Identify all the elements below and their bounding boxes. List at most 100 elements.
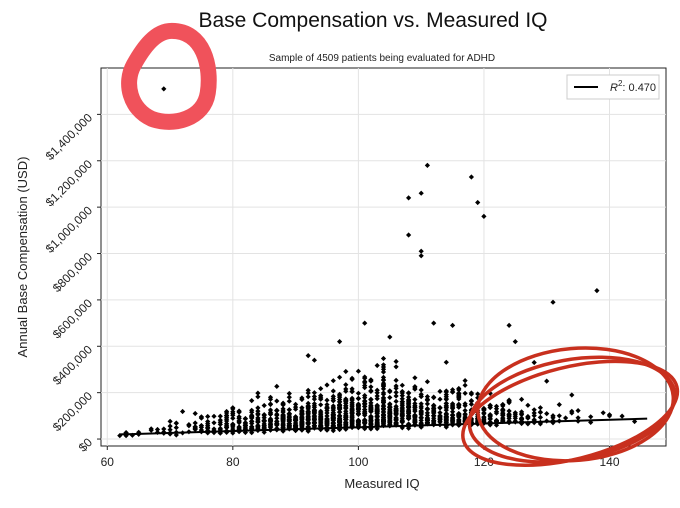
scatter-point [211,426,217,432]
scatter-point [487,402,493,408]
scatter-point [380,369,387,375]
scatter-point [148,426,154,432]
scatter-point [242,425,248,431]
scatter-point [261,418,267,424]
scatter-point [173,425,179,431]
scatter-point [286,417,292,423]
scatter-point [318,386,324,392]
chart-title: Base Compensation vs. Measured IQ [198,9,547,32]
scatter-point [349,422,355,428]
scatter-point [374,393,380,399]
scatter-point [380,420,387,426]
scatter-point [431,409,437,415]
scatter-point [343,397,349,403]
scatter-point [180,408,186,415]
scatter-point [343,388,349,394]
scatter-point [418,410,424,416]
scatter-point [418,253,424,259]
scatter-point [431,395,437,401]
scatter-point [399,402,405,408]
scatter-point [173,420,179,426]
scatter-point [205,425,211,431]
scatter-point [600,410,606,416]
scatter-point [563,415,569,421]
scatter-point [161,426,167,432]
scatter-point [355,421,361,428]
scatter-point [224,425,230,431]
scatter-point [393,407,399,413]
scatter-point [450,404,456,410]
scatter-point [424,401,430,407]
scatter-point [537,409,543,415]
scatter-point [556,413,562,419]
red-circle-annotation [121,22,217,130]
scatter-point [380,391,387,397]
scatter-point [349,410,355,416]
scatter-point [362,378,368,385]
scatter-point [387,334,393,340]
scatter-point [456,418,462,424]
scatter-point [412,415,418,421]
scatter-point [337,403,343,409]
scatter-point [362,374,368,380]
scatter-point [280,408,286,414]
scatter-point [437,410,443,416]
scatter-point [550,413,556,419]
scatter-point [456,411,462,417]
scatter-point [412,419,418,426]
scatter-point [349,399,355,406]
scatter-point [286,424,292,430]
scatter-point [305,353,311,359]
scatter-point [299,422,305,428]
scatter-point [117,433,123,439]
scatter-point [274,398,280,404]
scatter-point [412,404,418,410]
scatter-point [280,423,286,429]
scatter-point [406,425,412,431]
scatter-point [355,417,361,424]
scatter-point [167,427,173,433]
scatter-point [343,405,349,412]
scatter-point [242,416,248,422]
scatter-point [205,430,211,436]
scatter-point [368,404,374,410]
scatter-point [450,412,456,418]
scatter-point [198,424,204,430]
scatter-point [431,418,437,424]
scatter-point [437,405,443,411]
scatter-point [267,407,274,413]
scatter-point [161,86,167,92]
scatter-point [255,390,261,396]
scatter-point [305,400,311,406]
scatter-point [450,322,456,328]
scatter-point [299,414,305,420]
scatter-point [519,396,525,402]
scatter-point [443,396,449,402]
scatter-point [418,190,424,196]
scatter-point [267,421,274,428]
scatter-point [230,409,236,415]
scatter-point [305,420,311,426]
scatter-point [249,398,255,404]
scatter-point [544,411,550,417]
scatter-point [519,412,525,418]
scatter-point [512,415,518,421]
scatter-point [211,420,217,426]
scatter-point [443,392,449,398]
scatter-point [493,406,500,412]
scatter-point [286,398,292,404]
scatter-point [205,421,211,427]
scatter-point [380,366,387,372]
scatter-point [274,411,280,417]
scatter-point [286,410,292,417]
scatter-point [412,384,418,390]
scatter-point [280,401,286,407]
scatter-point [368,377,374,383]
scatter-point [374,362,380,369]
scatter-point [330,398,336,404]
scatter-point [349,414,355,420]
scatter-point [468,174,474,180]
scatter-point [569,408,575,414]
scatter-point [387,401,393,407]
